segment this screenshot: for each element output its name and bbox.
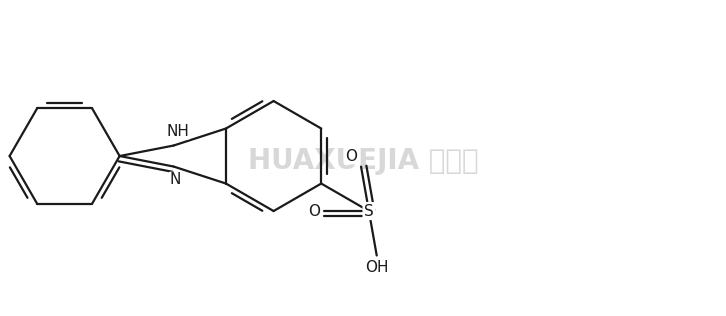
Text: OH: OH bbox=[365, 260, 388, 275]
Text: HUAXUEJIA 化学加: HUAXUEJIA 化学加 bbox=[248, 147, 478, 175]
Text: N: N bbox=[170, 173, 182, 187]
Text: O: O bbox=[345, 149, 357, 164]
Text: O: O bbox=[308, 204, 320, 219]
Text: NH: NH bbox=[166, 124, 189, 139]
Text: S: S bbox=[364, 204, 374, 219]
